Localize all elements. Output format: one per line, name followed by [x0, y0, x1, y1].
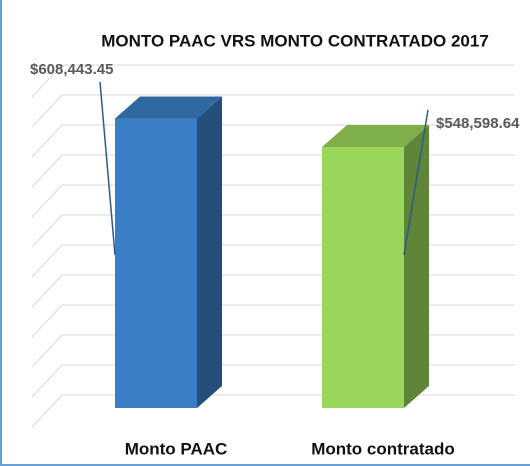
leader-line: [403, 109, 429, 256]
chart-title: MONTO PAAC VRS MONTO CONTRATADO 2017: [101, 31, 489, 50]
bar-side: [404, 125, 429, 408]
leader-line: [99, 81, 116, 256]
x-tick-label: Monto contratado: [311, 439, 455, 458]
bar: [322, 147, 404, 408]
bar: [115, 118, 197, 409]
x-tick-label: Monto PAAC: [125, 439, 228, 458]
grid-line: [31, 64, 515, 98]
data-label: $608,443.45: [30, 61, 113, 78]
grid-line: [31, 124, 515, 158]
bar-top: [115, 96, 222, 119]
bar-top: [322, 125, 429, 148]
grid-line: [31, 94, 515, 128]
bar-side: [197, 96, 222, 409]
data-label: $548,598.64: [436, 115, 520, 132]
bars: [115, 96, 429, 409]
